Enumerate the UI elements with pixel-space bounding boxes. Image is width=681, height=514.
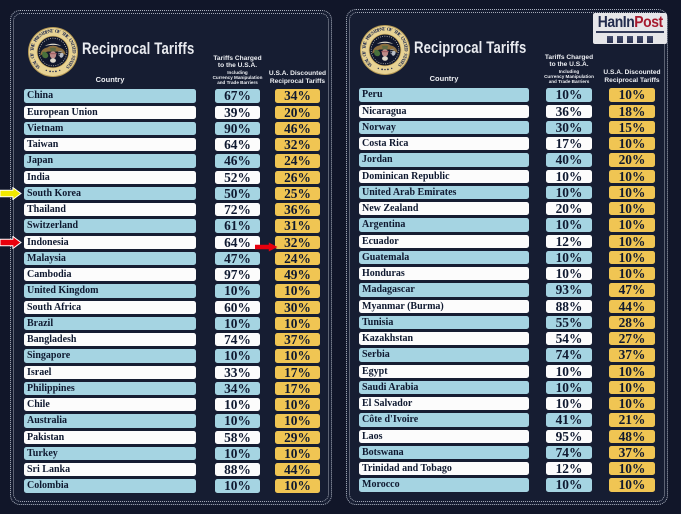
svg-text:T: T	[401, 54, 407, 59]
svg-text:D: D	[71, 50, 76, 54]
svg-text:E: E	[377, 28, 382, 34]
svg-text:U: U	[67, 38, 73, 44]
svg-text:E: E	[65, 62, 71, 68]
svg-text:E: E	[31, 42, 37, 47]
svg-text:A: A	[33, 60, 39, 66]
svg-text:E: E	[368, 32, 374, 38]
svg-text:F: F	[57, 30, 61, 36]
svg-text:F: F	[362, 50, 367, 54]
svg-text:H: H	[62, 33, 68, 39]
svg-text:N: N	[379, 27, 384, 33]
svg-text:I: I	[373, 30, 377, 35]
svg-text:E: E	[397, 60, 403, 66]
svg-text:T: T	[392, 30, 398, 36]
svg-text:S: S	[36, 64, 42, 70]
svg-text:R: R	[367, 34, 373, 40]
svg-text:A: A	[365, 58, 371, 64]
svg-text:N: N	[68, 40, 74, 46]
svg-text:E: E	[402, 46, 407, 51]
svg-text:I: I	[69, 43, 74, 47]
svg-text:H: H	[394, 31, 400, 37]
svg-text:O: O	[363, 52, 369, 57]
svg-text:T: T	[69, 56, 75, 61]
svg-text:F: F	[389, 28, 393, 34]
svg-text:S: S	[70, 55, 76, 59]
svg-text:N: N	[400, 38, 406, 44]
svg-text:S: S	[402, 53, 408, 57]
svg-text:E: E	[396, 32, 402, 38]
svg-text:E: E	[64, 34, 70, 40]
svg-text:P: P	[365, 36, 371, 41]
svg-text:O: O	[386, 27, 391, 33]
svg-text:F: F	[30, 52, 35, 56]
svg-text:T: T	[67, 60, 73, 66]
svg-text:S: S	[64, 64, 70, 70]
svg-text:E: E	[363, 40, 369, 45]
svg-text:T: T	[30, 47, 35, 52]
svg-text:S: S	[396, 62, 402, 68]
svg-text:H: H	[31, 45, 37, 50]
svg-text:L: L	[364, 56, 370, 62]
svg-text:P: P	[33, 38, 39, 43]
svg-text:T: T	[402, 43, 408, 48]
svg-text:S: S	[370, 31, 375, 37]
svg-text:R: R	[35, 36, 41, 42]
svg-text:E: E	[366, 59, 372, 65]
svg-text:N: N	[47, 29, 52, 35]
svg-text:S: S	[38, 33, 43, 39]
svg-text:D: D	[374, 28, 380, 34]
svg-text:I: I	[41, 32, 45, 37]
svg-text:T: T	[60, 32, 66, 38]
svg-text:E: E	[45, 30, 50, 36]
svg-text:H: H	[363, 43, 369, 48]
svg-text:D: D	[403, 48, 408, 52]
svg-text:T: T	[50, 29, 54, 34]
svg-text:O: O	[54, 29, 59, 35]
svg-text:E: E	[34, 61, 40, 67]
svg-text:D: D	[42, 30, 48, 36]
svg-text:E: E	[36, 34, 42, 40]
svg-text:T: T	[399, 58, 405, 64]
svg-text:T: T	[70, 45, 76, 50]
svg-text:L: L	[32, 58, 38, 64]
svg-text:A: A	[68, 58, 74, 64]
svg-text:E: E	[70, 48, 75, 53]
svg-text:T: T	[362, 45, 367, 50]
svg-text:S: S	[368, 62, 374, 68]
svg-text:A: A	[400, 56, 406, 62]
svg-text:T: T	[382, 27, 386, 32]
svg-text:O: O	[31, 54, 37, 59]
svg-text:I: I	[401, 41, 406, 45]
svg-text:U: U	[399, 36, 405, 42]
